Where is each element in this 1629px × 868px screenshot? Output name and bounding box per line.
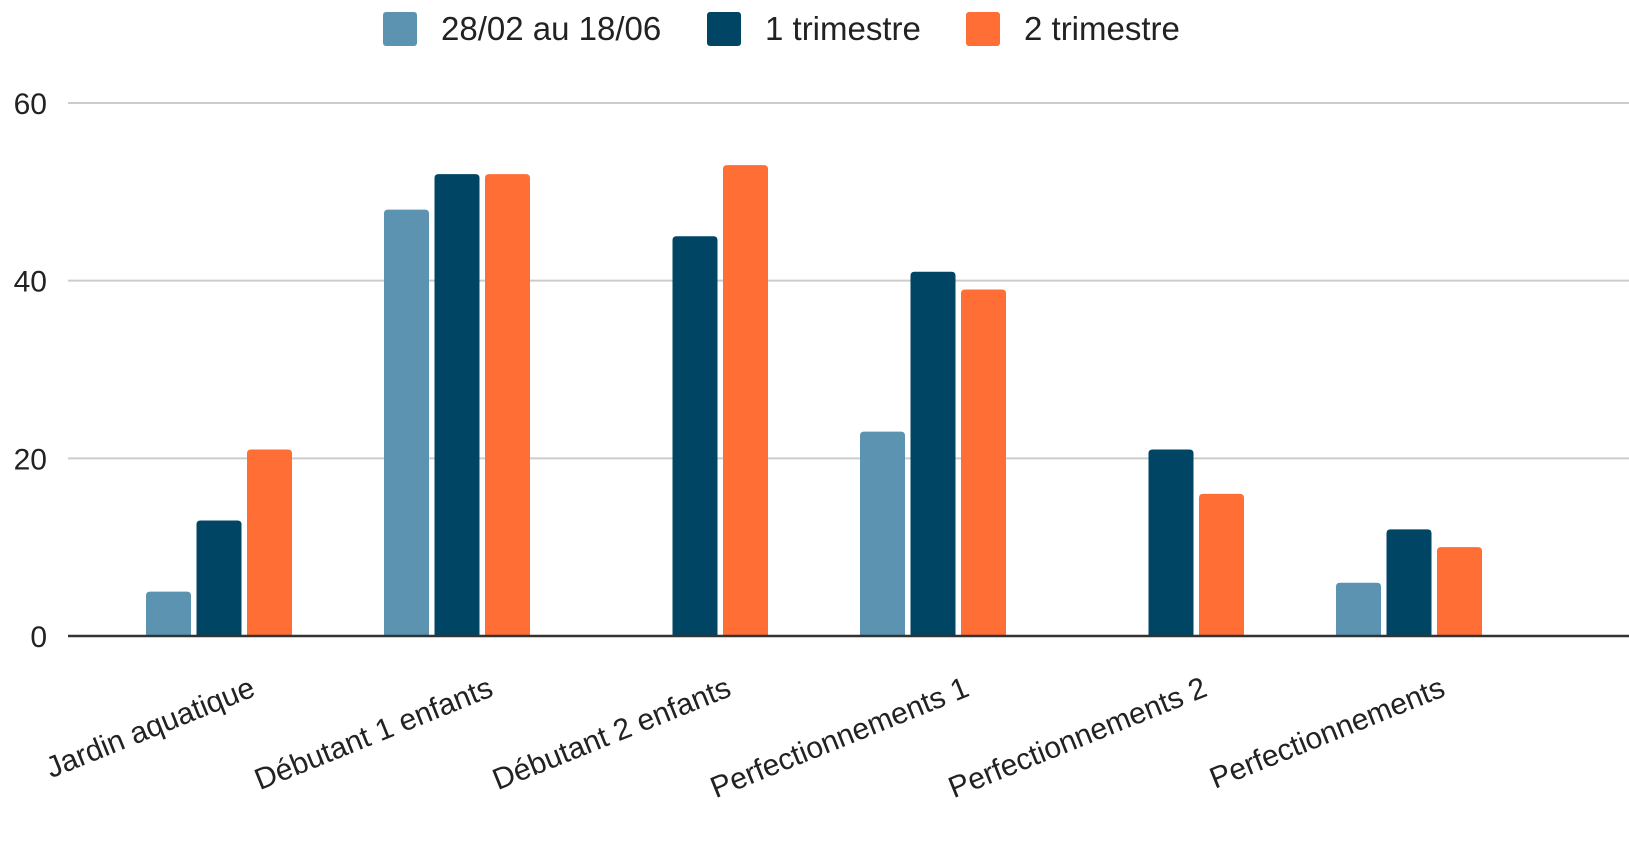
x-category-label: Jardin aquatique bbox=[41, 671, 259, 785]
x-category-label: Débutant 1 enfants bbox=[250, 671, 497, 797]
y-tick-label: 60 bbox=[14, 88, 47, 121]
bars bbox=[146, 165, 1482, 637]
bar-2-6 bbox=[1386, 529, 1432, 636]
x-category-label: Perfectionnements 1 bbox=[706, 671, 973, 805]
bar-1-4 bbox=[860, 431, 905, 636]
gridlines bbox=[68, 102, 1629, 460]
legend-label: 2 trimestre bbox=[1024, 10, 1180, 47]
y-axis-ticks: 0 20 40 60 bbox=[14, 88, 47, 654]
x-category-label: Débutant 2 enfants bbox=[488, 671, 735, 797]
legend-item: 28/02 au 18/06 bbox=[383, 10, 661, 47]
bar-3-4 bbox=[961, 289, 1006, 636]
legend-swatch bbox=[383, 12, 417, 46]
bar-3-3 bbox=[723, 165, 768, 636]
y-tick-label: 20 bbox=[14, 443, 47, 476]
bar-3-1 bbox=[247, 449, 292, 636]
bar-2-1 bbox=[196, 520, 242, 636]
bar-2-2 bbox=[434, 174, 480, 637]
legend-label: 1 trimestre bbox=[765, 10, 921, 47]
bar-3-6 bbox=[1437, 547, 1482, 636]
legend-item: 1 trimestre bbox=[707, 10, 921, 47]
bar-1-6 bbox=[1336, 582, 1381, 636]
legend-label: 28/02 au 18/06 bbox=[441, 10, 661, 47]
bar-1-1 bbox=[146, 591, 191, 636]
legend-item: 2 trimestre bbox=[966, 10, 1180, 47]
bar-2-5 bbox=[1148, 449, 1194, 636]
y-tick-label: 40 bbox=[14, 266, 47, 299]
x-category-label: Perfectionnements bbox=[1205, 671, 1449, 795]
legend-swatch bbox=[966, 12, 1000, 46]
bar-2-4 bbox=[910, 271, 956, 636]
legend: 28/02 au 18/06 1 trimestre 2 trimestre bbox=[383, 10, 1180, 47]
bar-2-3 bbox=[672, 236, 718, 636]
x-category-label: Perfectionnements 2 bbox=[944, 671, 1211, 805]
legend-swatch bbox=[707, 12, 741, 46]
bar-1-2 bbox=[384, 209, 429, 636]
bar-3-5 bbox=[1199, 493, 1244, 636]
y-tick-label: 0 bbox=[30, 621, 47, 654]
bar-3-2 bbox=[485, 174, 530, 637]
